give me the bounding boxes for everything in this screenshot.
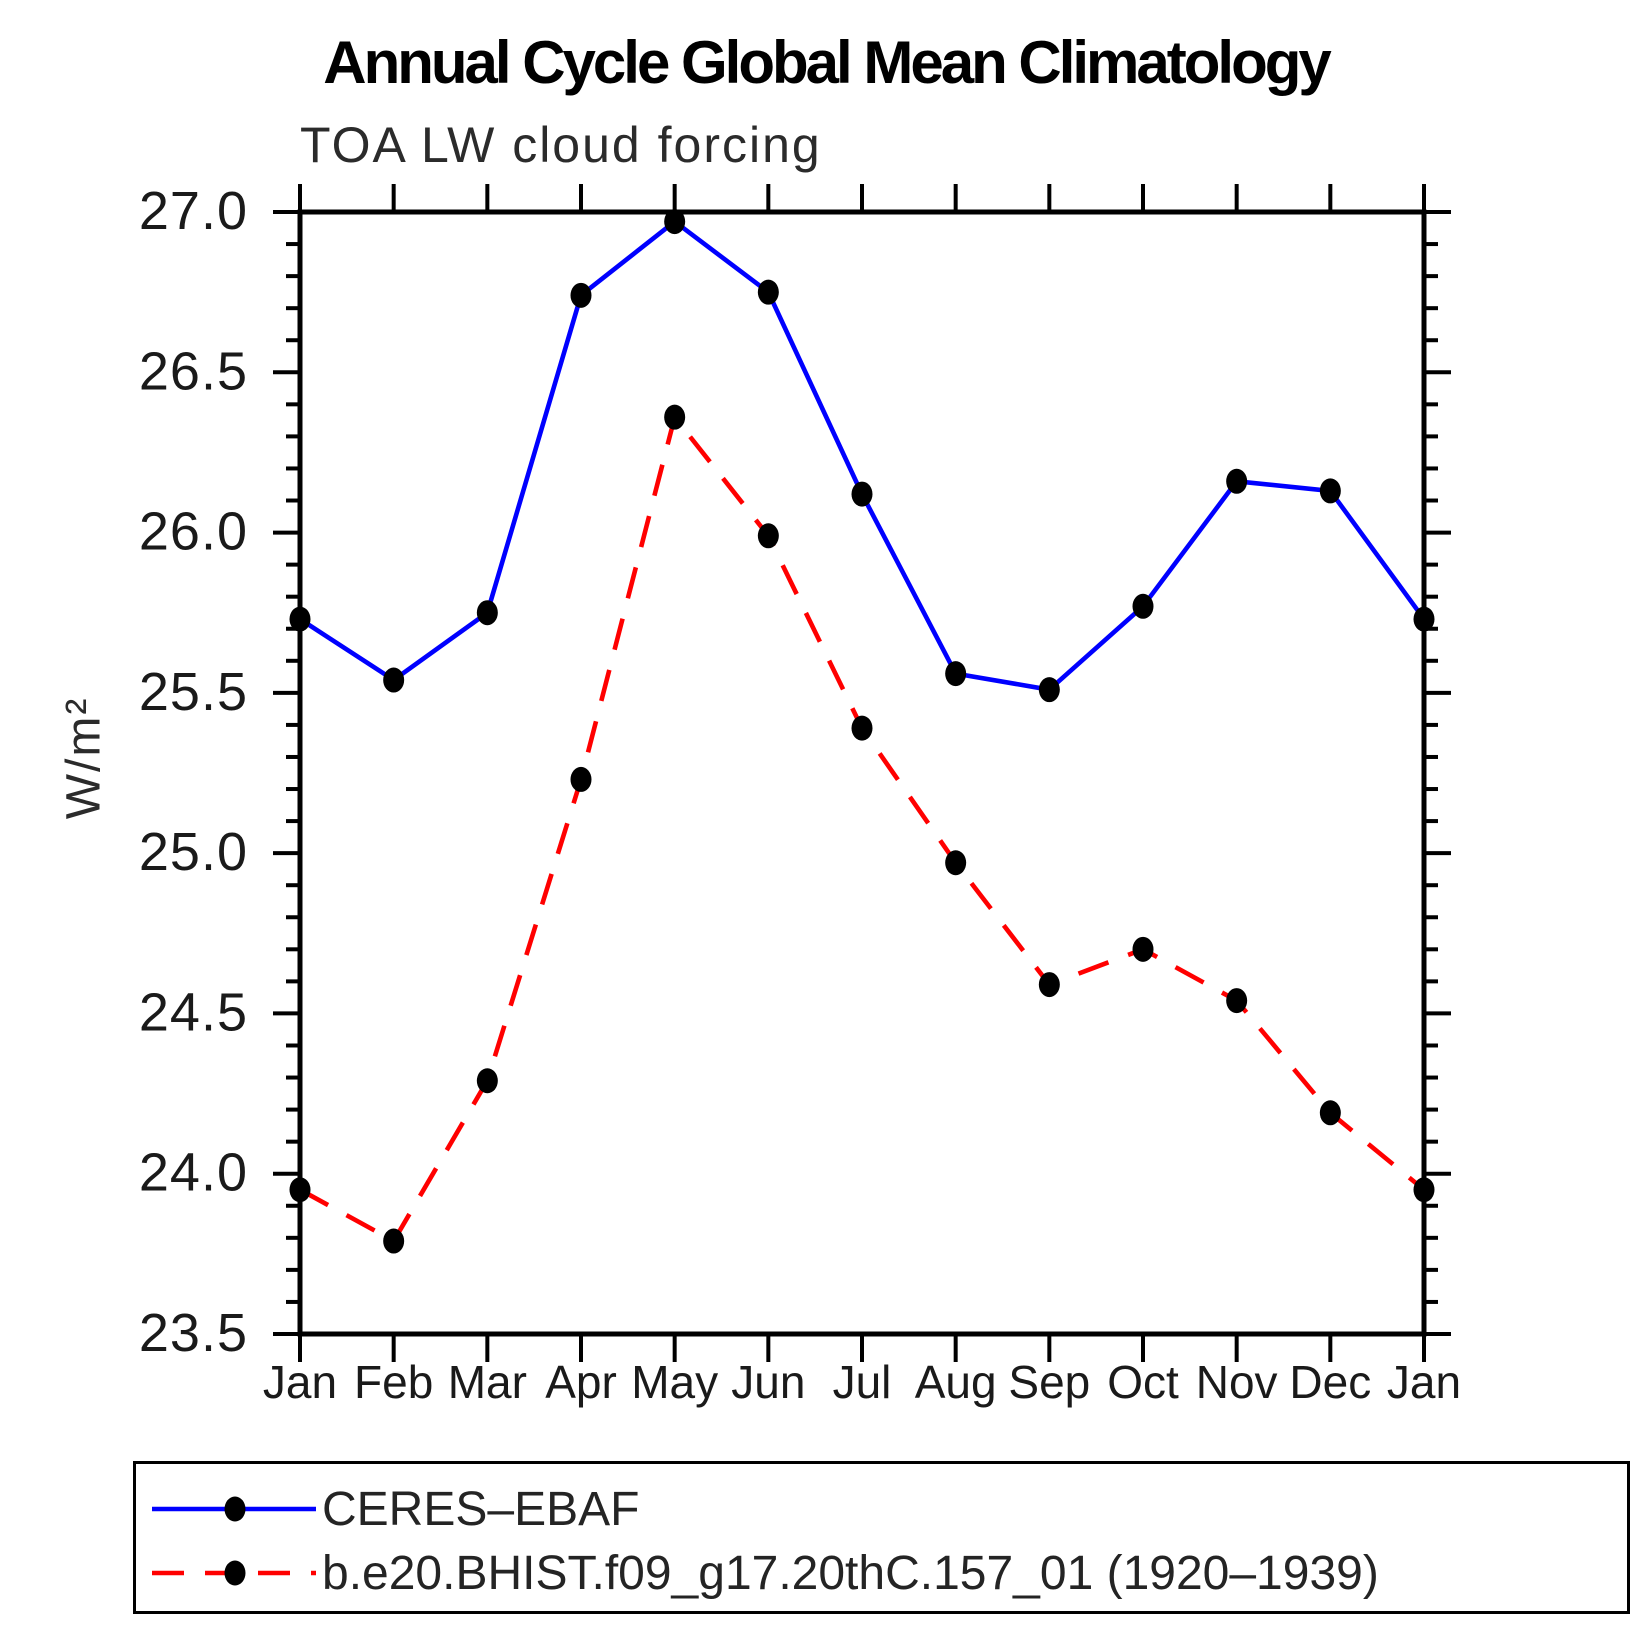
chart-title: Annual Cycle Global Mean Climatology [323, 29, 1332, 96]
y-axis-tick-label: 24.0 [139, 1143, 248, 1203]
x-axis-month-label: Jul [833, 1356, 892, 1408]
y-axis-tick-label: 26.0 [139, 502, 248, 562]
x-axis-month-label: Dec [1289, 1356, 1371, 1408]
data-point-marker-1 [664, 404, 686, 430]
data-point-marker-1 [945, 850, 967, 876]
x-axis-month-label: Mar [448, 1356, 527, 1408]
data-point-marker-1 [1226, 988, 1248, 1014]
data-point-marker-1 [1413, 1177, 1435, 1203]
legend-label-model-run: b.e20.BHIST.f09_g17.20thC.157_01 (1920–1… [322, 1547, 1379, 1600]
y-axis-tick-label: 25.5 [139, 662, 248, 722]
x-axis-month-label: Apr [545, 1356, 617, 1408]
data-point-marker-0 [1413, 606, 1435, 632]
data-point-marker-0 [1038, 677, 1060, 703]
data-point-marker-0 [476, 600, 498, 626]
data-point-marker-0 [851, 481, 873, 507]
data-point-marker-1 [476, 1068, 498, 1094]
x-axis-month-label: Aug [915, 1356, 997, 1408]
x-axis-month-label: Feb [354, 1356, 433, 1408]
data-point-marker-0 [1226, 468, 1248, 494]
y-axis-tick-label: 26.5 [139, 341, 248, 401]
legend-sample-marker-1 [224, 1560, 246, 1586]
data-point-marker-0 [664, 209, 686, 235]
legend-box [133, 1461, 1630, 1614]
data-point-marker-1 [1038, 972, 1060, 998]
x-axis-month-label: Nov [1196, 1356, 1278, 1408]
data-point-marker-0 [945, 661, 967, 687]
x-axis-month-label: Oct [1107, 1356, 1179, 1408]
data-point-marker-0 [383, 667, 405, 693]
data-point-marker-1 [289, 1177, 311, 1203]
data-point-marker-1 [383, 1228, 405, 1254]
x-axis-month-label: Sep [1008, 1356, 1090, 1408]
x-axis-month-label: Jan [263, 1356, 337, 1408]
legend-sample-marker-0 [224, 1496, 246, 1522]
data-point-marker-1 [1319, 1100, 1341, 1126]
y-axis-tick-label: 24.5 [139, 982, 248, 1042]
data-point-marker-0 [1319, 478, 1341, 504]
data-point-marker-1 [757, 523, 779, 549]
series-line-0 [298, 219, 1426, 692]
chart-subtitle: TOA LW cloud forcing [300, 117, 822, 173]
x-axis-month-label: May [631, 1356, 718, 1408]
y-axis-tick-label: 23.5 [139, 1303, 248, 1363]
y-axis-tick-label: 27.0 [139, 181, 248, 241]
x-axis-month-label: Jan [1387, 1356, 1461, 1408]
data-point-marker-1 [1132, 936, 1154, 962]
data-point-marker-0 [1132, 593, 1154, 619]
y-axis-tick-label: 25.0 [139, 822, 248, 882]
data-point-marker-1 [570, 766, 592, 792]
series-line-1 [298, 414, 1426, 1244]
data-point-marker-0 [757, 279, 779, 305]
data-point-marker-0 [289, 606, 311, 632]
data-point-marker-1 [851, 715, 873, 741]
data-point-marker-0 [570, 282, 592, 308]
plot-frame [297, 209, 1427, 1337]
legend-label-ceres-ebaf: CERES–EBAF [322, 1483, 640, 1536]
x-axis-month-label: Jun [731, 1356, 805, 1408]
